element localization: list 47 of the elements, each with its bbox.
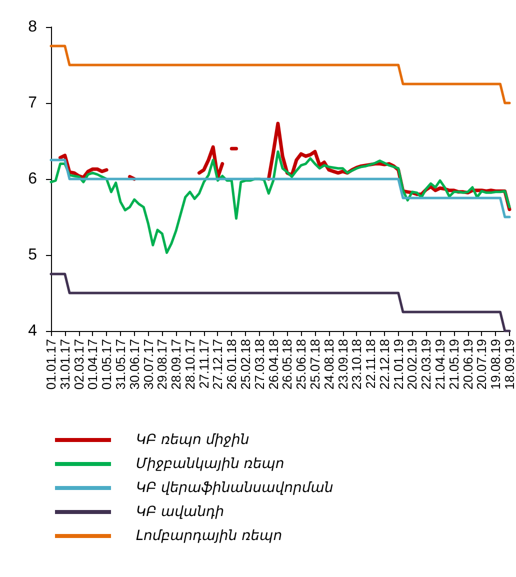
legend-label: ԿԲ ավանդի [136,504,224,520]
y-tick-label: 8 [28,18,38,36]
line-series [50,150,511,254]
legend-label: ԿԲ վերաֆինանսավորման [136,480,334,496]
x-tick-label: 01.04.17 [85,339,100,390]
x-tick-label: 28.10.17 [182,339,198,390]
x-tick-label: 27.12.17 [210,339,226,390]
line-series [50,158,511,218]
x-tick-label: 20.07.19 [474,339,490,390]
x-tick-label: 28.09.17 [168,339,184,390]
x-tick-label: 30.06.17 [126,339,142,390]
x-tick-label: 21.04.19 [432,339,448,390]
x-tick-label: 22.12.18 [376,339,392,390]
x-tick-label: 20.02.19 [404,339,420,390]
y-tick-label: 7 [28,94,38,112]
x-tick-label: 19.08.19 [488,339,504,390]
x-tick-label: 01.05.17 [99,339,114,390]
x-tick-label: 25.07.18 [307,339,322,390]
x-tick-label: 02.03.17 [71,339,86,390]
x-tick-label: 01.01.17 [44,339,58,390]
x-tick-label: 30.07.17 [140,339,156,390]
line-series [50,44,511,104]
legend-label: Լոմբարդային ռեպո [136,528,282,544]
x-tick-label: 25.06.18 [294,339,309,390]
x-tick-label: 24.08.18 [321,339,336,390]
legend-label: ԿԲ ռեպո միջին [136,432,250,448]
x-tick-label: 31.01.17 [57,339,72,390]
x-tick-label: 26.04.18 [266,339,281,390]
x-tick-label: 21.05.19 [446,339,462,390]
legend-label: Միջբանկային ռեպո [136,456,284,472]
x-tick-label: 22.11.18 [363,339,378,389]
x-tick-label: 25.02.18 [238,339,254,390]
x-tick-label: 29.08.17 [154,339,170,390]
x-tick-label: 18.09.19 [502,339,516,390]
x-tick-label: 26.05.18 [280,339,295,390]
x-tick-label: 27.03.18 [252,339,267,390]
x-tick-label: 20.06.19 [460,339,476,390]
x-tick-label: 22.03.19 [418,339,434,390]
y-tick-label: 4 [28,322,38,340]
y-tick-label: 5 [28,246,38,264]
x-tick-label: 26.01.18 [224,339,240,390]
x-tick-label: 21.01.19 [390,339,406,390]
y-tick-label: 6 [28,170,38,188]
x-tick-label: 27.11.17 [196,339,212,389]
x-tick-label: 23.09.18 [335,339,350,390]
x-tick-label: 23.10.18 [349,339,364,390]
x-tick-label: 31.05.17 [112,339,128,390]
